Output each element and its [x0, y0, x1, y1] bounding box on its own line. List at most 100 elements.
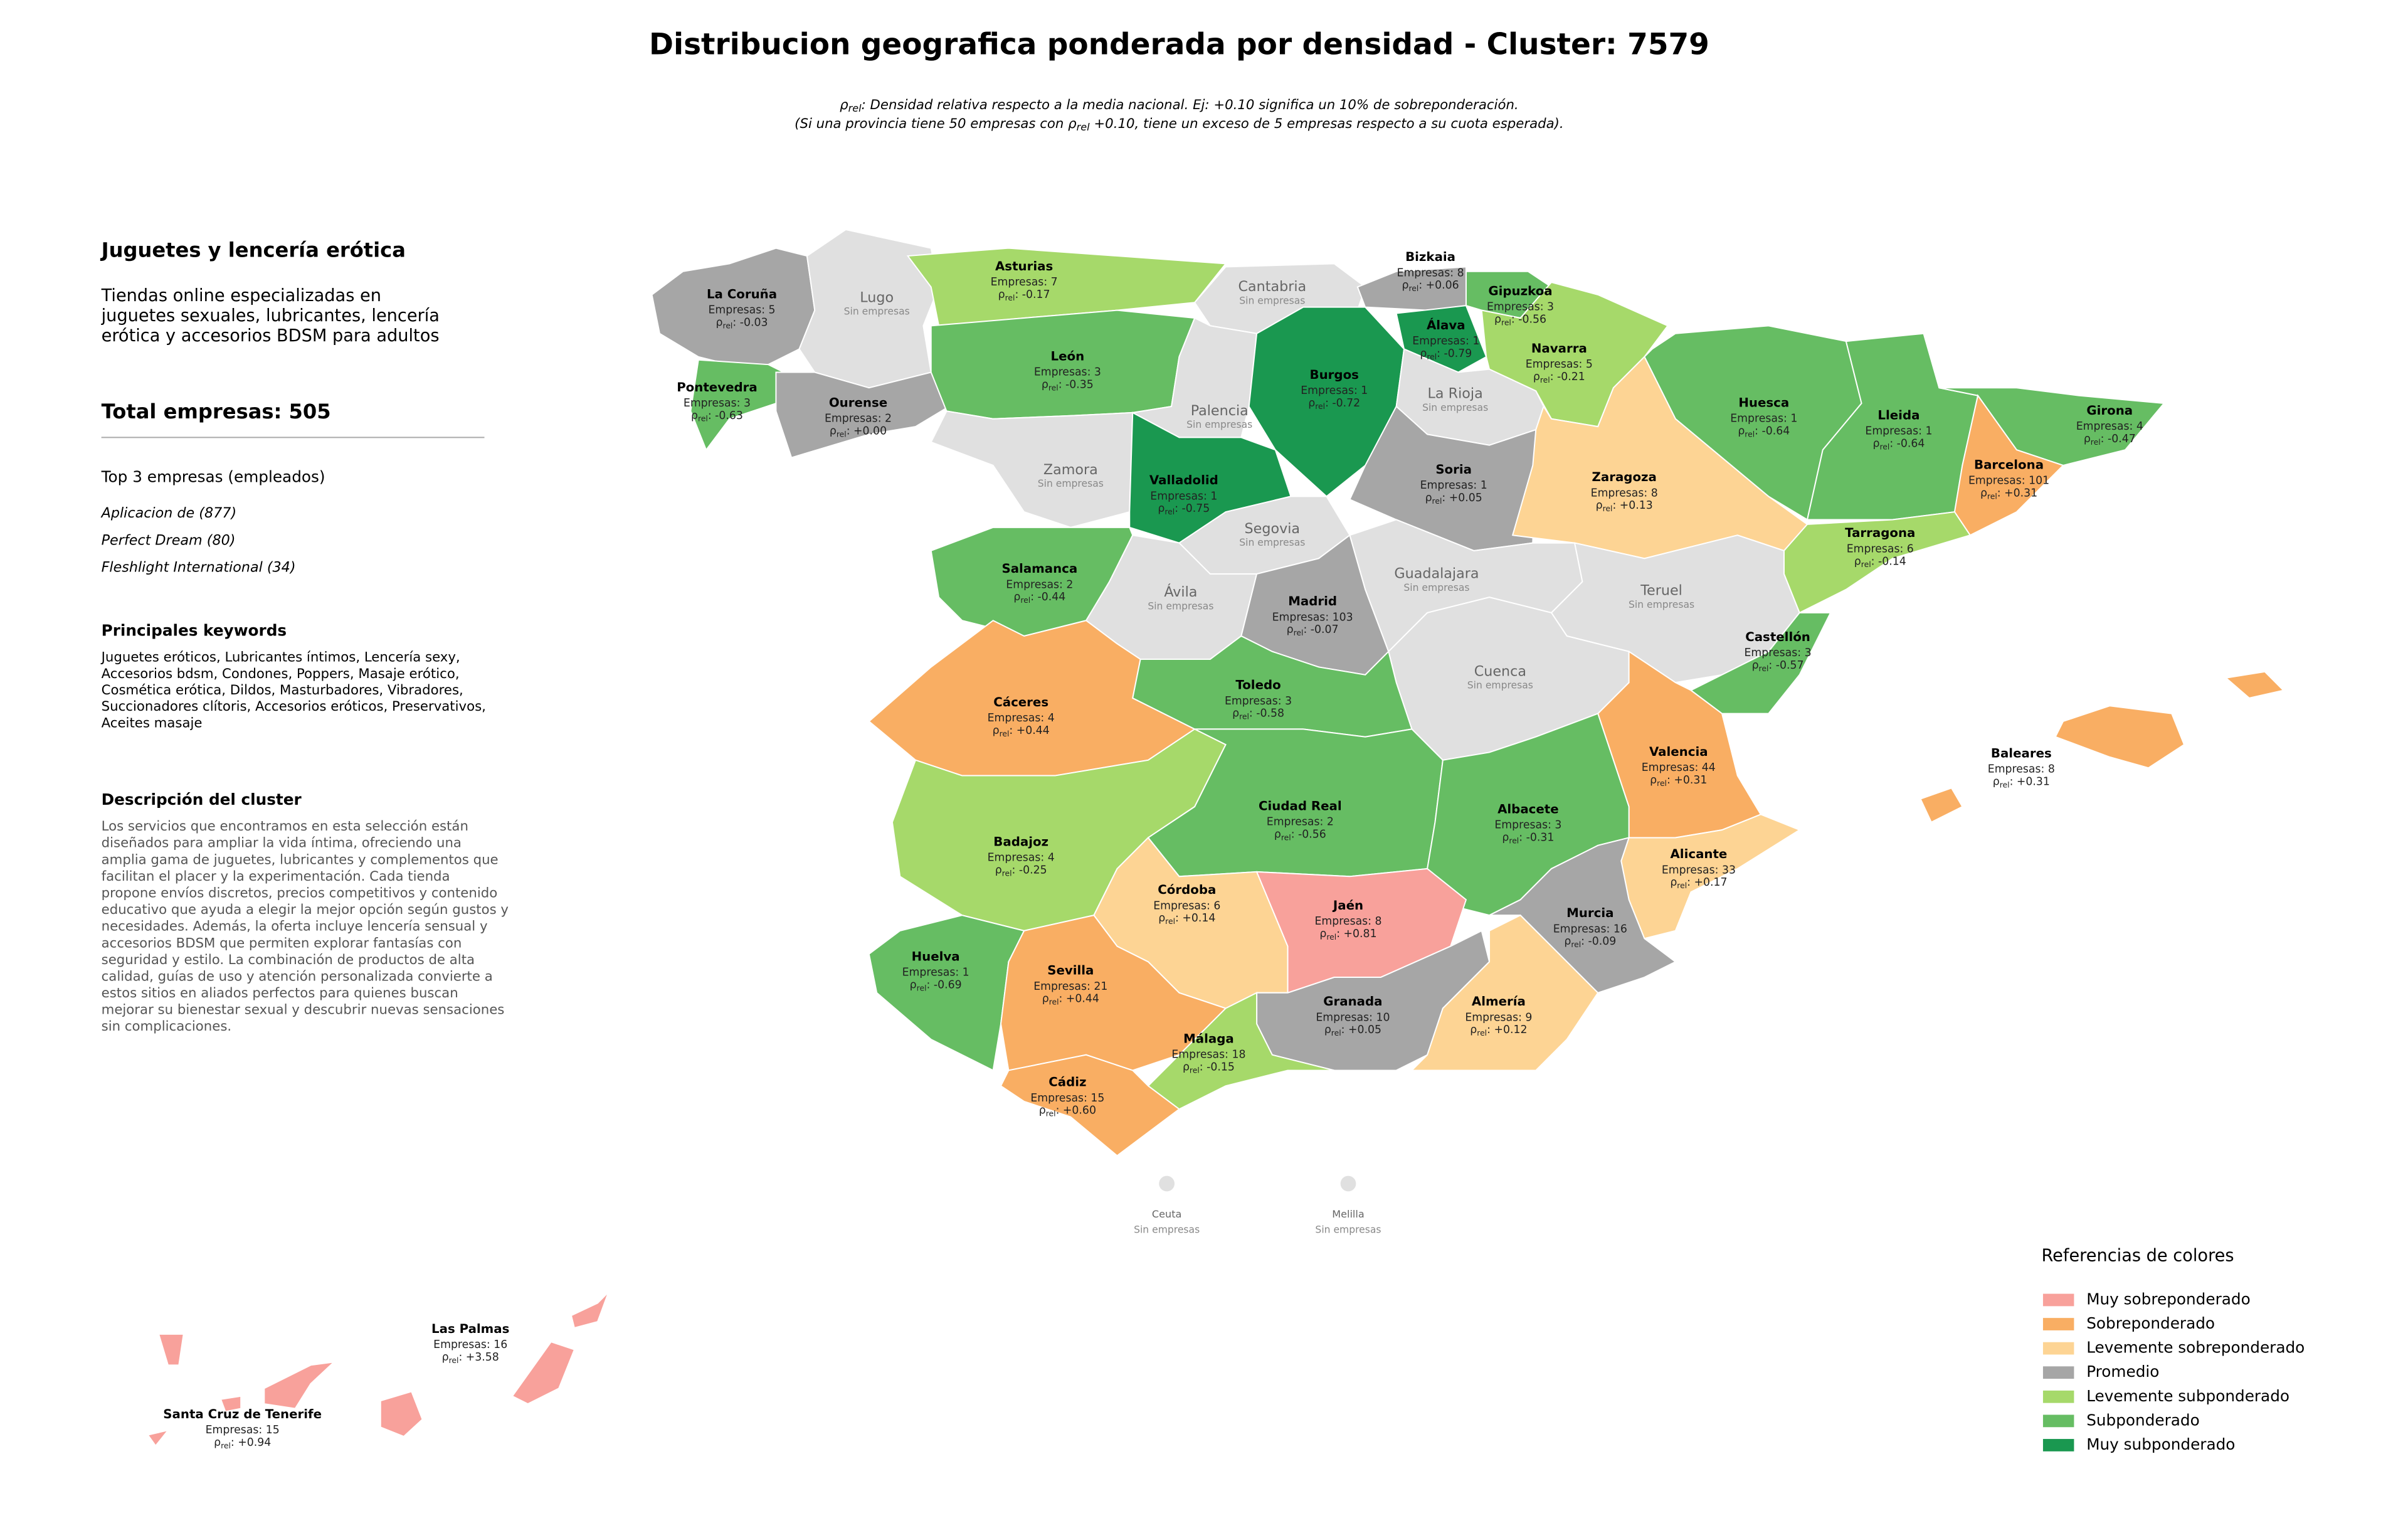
province-rho: ρrel: +0.13 [1596, 499, 1653, 512]
province-rho: ρrel: -0.07 [1287, 623, 1339, 637]
rho-value: : -0.09 [1581, 935, 1616, 948]
total: Total empresas: 505 [102, 400, 331, 423]
rho-subscript: rel [1987, 492, 1997, 501]
rho-subscript: rel [848, 102, 862, 114]
province-name: Murcia [1566, 906, 1613, 920]
province-count: Empresas: 6 [1847, 543, 1914, 555]
rho-value: : -0.25 [1012, 864, 1047, 876]
summary-line: juguetes sexuales, lubricantes, lencería [101, 306, 440, 326]
rho-subscript: rel [1281, 833, 1291, 842]
province-count: Empresas: 7 [991, 276, 1058, 289]
rho-symbol: ρ [830, 425, 837, 438]
rho-subscript: rel [1005, 293, 1015, 302]
province-name: Lleida [1877, 408, 1920, 422]
province-rho: ρrel: -0.35 [1042, 378, 1094, 391]
rho-symbol: ρ [1308, 397, 1315, 410]
rho-value: : Densidad relativa respecto a la media … [862, 97, 1519, 113]
description-line: estos sitios en aliados perfectos para q… [102, 985, 458, 1001]
rho-symbol: ρ [1533, 371, 1540, 383]
province-name: Segovia [1245, 521, 1301, 537]
rho-symbol: ρ [214, 1436, 221, 1449]
province-rho: ρrel: -0.64 [1738, 425, 1790, 438]
rho-symbol: ρ [1670, 876, 1677, 889]
province [1000, 1054, 1181, 1157]
province-rho: ρrel: -0.44 [1013, 591, 1065, 604]
top-title: Top 3 empresas (empleados) [101, 468, 325, 486]
province-rho: ρrel: -0.47 [2084, 433, 2136, 446]
rho-symbol: ρ [1324, 1024, 1331, 1036]
province-name: Castellón [1745, 630, 1810, 644]
rho-subscript: rel [221, 1441, 231, 1450]
rho-symbol: ρ [1068, 116, 1077, 132]
province-note: Sin empresas [1186, 419, 1252, 430]
province-name: Burgos [1310, 368, 1359, 382]
rho-subscript: rel [1745, 430, 1755, 438]
province-rho: ρrel: -0.75 [1158, 502, 1210, 516]
province-name: Lugo [860, 289, 894, 305]
keywords-line: Accesorios bdsm, Condones, Poppers, Masa… [102, 666, 460, 682]
province-name: Soria [1435, 462, 1472, 477]
province-name: Teruel [1640, 583, 1682, 599]
province-name: La Rioja [1428, 386, 1483, 402]
rho-subscript: rel [1477, 1029, 1487, 1037]
rho-value: : +0.17 [1687, 876, 1727, 889]
province-count: Empresas: 1 [1865, 425, 1932, 438]
rho-subscript: rel [1239, 712, 1249, 721]
rho-value: : -0.56 [1511, 313, 1546, 326]
rho-subscript: rel [698, 414, 708, 423]
province-note: Sin empresas [844, 306, 910, 317]
map [147, 228, 2285, 1447]
province-count: Empresas: 9 [1465, 1011, 1532, 1024]
province-rho: ρrel: -0.63 [691, 410, 743, 423]
province-name: Sevilla [1047, 963, 1094, 978]
top-company: Perfect Dream (80) [102, 532, 236, 548]
rho-value: : +0.31 [1997, 487, 2037, 499]
rho-symbol: ρ [1425, 492, 1432, 504]
province-count: Empresas: 2 [1267, 816, 1334, 829]
province-name: Pontevedra [677, 380, 758, 395]
province-rho: ρrel: -0.14 [1854, 555, 1906, 568]
province-rho: ρrel: +0.31 [1980, 487, 2037, 500]
description-line: diseñados para ampliar la vida íntima, o… [102, 836, 462, 851]
province-count: Empresas: 1 [1420, 479, 1487, 492]
rho-symbol: ρ [1287, 623, 1294, 636]
province-name: Asturias [995, 259, 1053, 273]
province [1395, 305, 1487, 373]
province-count: Empresas: 15 [1030, 1092, 1104, 1105]
summary-line: erótica y accesorios BDSM para adultos [102, 326, 440, 346]
province-note: Sin empresas [1134, 1224, 1200, 1236]
rho-subscript: rel [1603, 504, 1613, 513]
rho-value: : +0.44 [1009, 724, 1049, 737]
rho-symbol: ρ [1420, 348, 1427, 360]
rho-subscript: rel [1077, 120, 1090, 132]
province [1489, 837, 1677, 994]
province-name: León [1051, 349, 1085, 363]
legend-swatch [2042, 1414, 2074, 1428]
legend-swatch [2042, 1390, 2074, 1403]
province-count: Empresas: 18 [1171, 1049, 1245, 1061]
rho-subscript: rel [1190, 1066, 1200, 1074]
province-note: Sin empresas [1422, 402, 1488, 413]
province-name: Palencia [1191, 403, 1249, 419]
rho-value: : +0.81 [1336, 928, 1376, 940]
province-name: Badajoz [993, 834, 1048, 849]
rho-value: : +0.31 [1667, 774, 1707, 787]
province-count: Empresas: 3 [684, 397, 751, 410]
rho-subscript: rel [1408, 284, 1418, 292]
province-rho: ρrel: +0.00 [830, 425, 887, 438]
province-name: Valencia [1649, 745, 1708, 759]
province-note: Sin empresas [1315, 1224, 1381, 1236]
province [147, 1429, 170, 1447]
rho-symbol: ρ [1470, 1024, 1477, 1036]
province-count: Empresas: 103 [1272, 611, 1353, 623]
province-rho: ρrel: +0.94 [214, 1436, 271, 1450]
province-count: Empresas: 6 [1153, 899, 1220, 912]
rho-symbol: ρ [1039, 1105, 1046, 1117]
province-name: Huesca [1738, 396, 1789, 410]
province-name: Cantabria [1238, 279, 1306, 295]
description-line: mejorar su bienestar sexual y descubrir … [102, 1002, 505, 1018]
rho-subscript: rel [1331, 1029, 1341, 1037]
rho-subscript: rel [1657, 778, 1667, 787]
province [1410, 914, 1599, 1071]
province-note: Sin empresas [1038, 478, 1104, 489]
